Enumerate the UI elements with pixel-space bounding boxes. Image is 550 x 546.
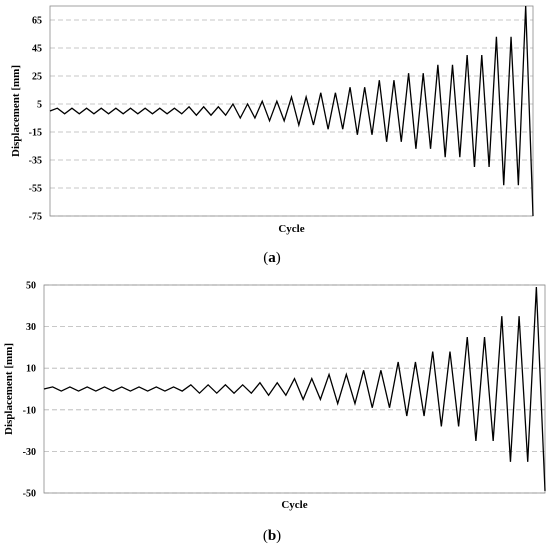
figure-caption: (a): [263, 250, 281, 266]
chart-b: 50 30 10 -10 -30 -50 Cycle Displacement [mm] (b): [3, 281, 546, 544]
caption-letter: b: [268, 528, 276, 544]
y-tick-label: -10: [23, 405, 36, 416]
caption-letter: a: [268, 250, 276, 266]
y-tick-label: -30: [23, 447, 36, 458]
y-tick-label: 10: [26, 364, 36, 375]
y-tick-label: -50: [23, 489, 36, 500]
y-tick-label: 65: [32, 16, 42, 27]
y-tick-label: 30: [26, 322, 36, 333]
y-tick-label: 45: [32, 44, 42, 55]
y-tick-label: -55: [29, 184, 42, 195]
y-tick-label: 25: [32, 72, 42, 83]
y-tick-label: -75: [29, 212, 42, 223]
y-axis-title: Displacement [mm]: [3, 343, 15, 435]
x-axis-title: Cycle: [281, 499, 307, 511]
displacement-series-line: [43, 287, 546, 491]
y-tick-label: 50: [26, 281, 36, 292]
plot-area-border: [43, 284, 546, 494]
x-axis-title: Cycle: [278, 223, 304, 235]
chart-a: 65 45 25 5 -15 -35 -55 -75 Cycle Displacement [mm…: [10, 5, 534, 266]
y-tick-label: -35: [29, 156, 42, 167]
y-tick-label: 5: [37, 100, 42, 111]
displacement-series-line: [49, 5, 534, 217]
plot-area-border: [49, 5, 534, 217]
figure-caption: (b): [263, 528, 281, 544]
y-axis-title: Displacement [mm]: [10, 65, 22, 157]
y-tick-label: -15: [29, 128, 42, 139]
